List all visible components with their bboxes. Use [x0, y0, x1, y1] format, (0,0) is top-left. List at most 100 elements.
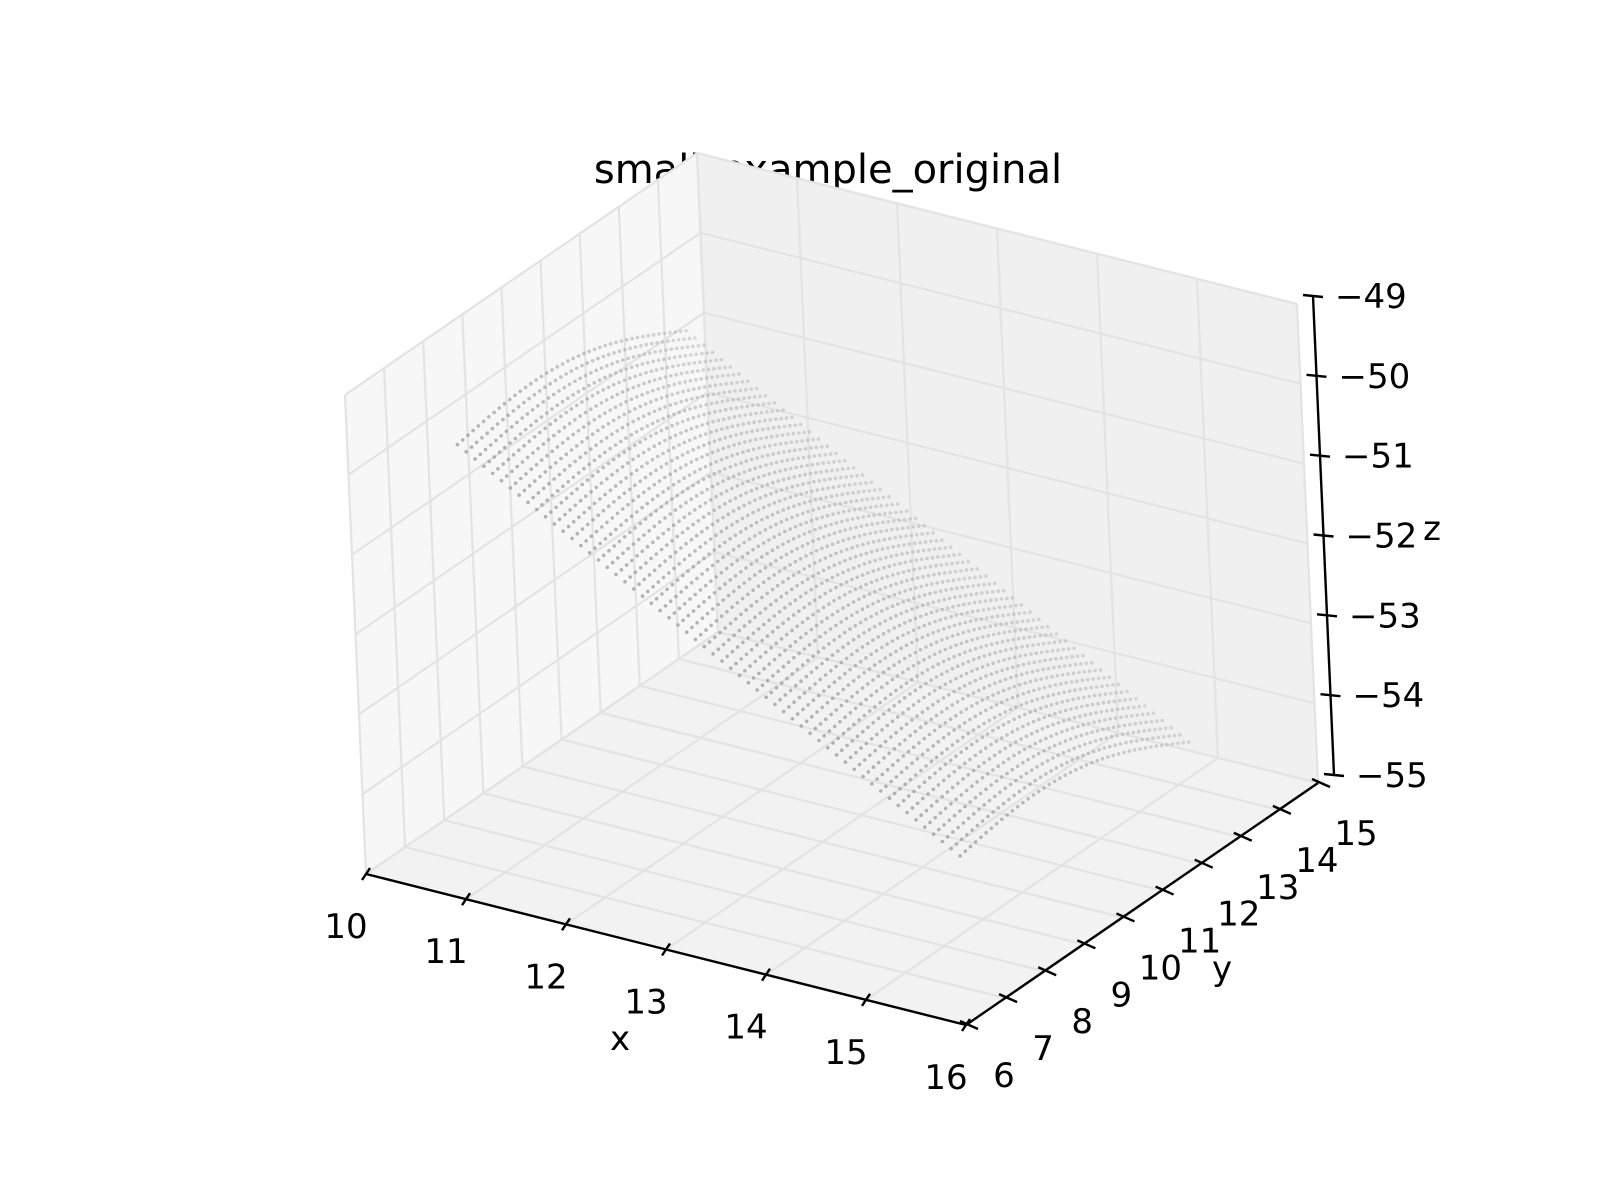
- data-point: [958, 594, 963, 599]
- data-point: [912, 596, 916, 600]
- data-point: [617, 539, 622, 544]
- data-point: [698, 360, 702, 365]
- data-point: [790, 587, 794, 592]
- data-point: [1025, 644, 1030, 648]
- data-point: [642, 352, 647, 357]
- data-point: [961, 735, 965, 740]
- data-point: [631, 542, 636, 546]
- data-point: [557, 517, 562, 522]
- data-point: [647, 411, 651, 416]
- data-point: [757, 419, 762, 424]
- data-point: [963, 761, 967, 766]
- data-point: [934, 713, 939, 718]
- data-point: [818, 722, 823, 726]
- data-point: [678, 329, 683, 334]
- data-point: [797, 570, 801, 574]
- data-point: [626, 461, 630, 465]
- data-point: [1036, 642, 1041, 647]
- data-point: [1167, 734, 1171, 738]
- data-point: [1072, 646, 1076, 651]
- data-point: [1074, 735, 1078, 739]
- data-point: [700, 616, 705, 620]
- data-point: [656, 358, 661, 363]
- data-point: [633, 526, 637, 530]
- data-point: [544, 371, 549, 375]
- data-point: [1156, 735, 1161, 740]
- data-point: [853, 482, 857, 487]
- data-point: [992, 606, 996, 611]
- data-point: [543, 514, 548, 519]
- data-point: [1103, 718, 1107, 722]
- data-point: [802, 532, 807, 536]
- data-point: [699, 377, 703, 381]
- data-point: [815, 710, 819, 714]
- data-point: [952, 813, 957, 818]
- data-point: [545, 411, 549, 415]
- data-point: [911, 525, 916, 529]
- data-point: [881, 670, 886, 675]
- data-point: [751, 510, 755, 515]
- data-point: [707, 640, 712, 644]
- data-point: [1040, 727, 1045, 731]
- data-point: [906, 630, 911, 635]
- data-point: [790, 672, 794, 676]
- y-tick: [959, 1019, 979, 1031]
- data-point: [1042, 786, 1046, 790]
- data-point: [952, 689, 956, 694]
- data-point: [1044, 704, 1048, 709]
- data-point: [869, 549, 874, 554]
- data-point: [1086, 677, 1090, 682]
- data-point: [523, 427, 528, 432]
- data-point: [684, 542, 688, 546]
- data-point: [502, 401, 507, 406]
- data-point: [519, 476, 523, 481]
- data-point: [959, 641, 964, 646]
- data-point: [765, 410, 769, 414]
- data-point: [897, 660, 902, 664]
- data-point: [795, 483, 800, 488]
- data-point: [710, 484, 715, 489]
- grid-line-left-z: [361, 551, 716, 796]
- data-point: [814, 549, 819, 553]
- data-point: [772, 657, 777, 662]
- data-point: [788, 495, 793, 500]
- data-point: [731, 547, 736, 552]
- data-point: [728, 365, 732, 369]
- data-point: [719, 529, 724, 534]
- data-point: [991, 728, 995, 733]
- data-point: [808, 731, 812, 735]
- data-point: [1071, 671, 1076, 675]
- data-point: [774, 598, 778, 603]
- data-point: [725, 609, 729, 614]
- data-point: [678, 504, 683, 509]
- data-point: [910, 577, 915, 581]
- data-point: [928, 591, 932, 596]
- data-point: [626, 356, 630, 361]
- data-point: [1064, 681, 1068, 685]
- data-point: [987, 718, 992, 723]
- data-point: [1036, 751, 1041, 756]
- data-point: [804, 591, 808, 595]
- data-point: [610, 472, 614, 477]
- data-point: [743, 413, 748, 417]
- data-point: [940, 538, 944, 542]
- data-point: [631, 457, 635, 462]
- data-point: [814, 666, 819, 670]
- data-point: [830, 612, 835, 617]
- data-point: [1101, 701, 1106, 705]
- data-point: [1095, 758, 1099, 763]
- data-point: [1088, 740, 1092, 745]
- data-point: [924, 612, 928, 617]
- data-point: [1031, 754, 1036, 759]
- data-point: [957, 552, 962, 557]
- data-point: [573, 379, 577, 384]
- data-point: [684, 329, 688, 333]
- data-point: [530, 408, 535, 412]
- x-tick: [861, 993, 871, 1007]
- data-point: [1169, 725, 1173, 730]
- data-point: [1053, 711, 1057, 716]
- data-point: [645, 424, 649, 428]
- data-point: [956, 825, 960, 830]
- data-point: [949, 587, 954, 591]
